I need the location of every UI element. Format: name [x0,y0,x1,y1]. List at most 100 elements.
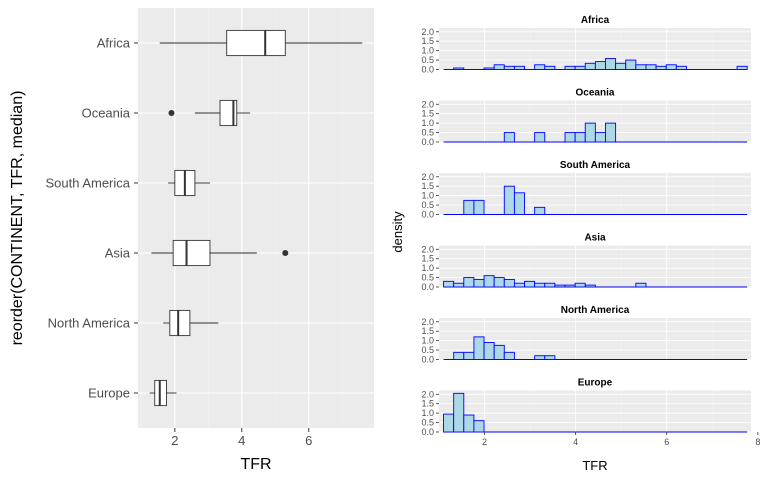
histogram-bar [503,185,515,215]
box-north-america [163,309,219,337]
histogram-bar [503,351,515,360]
histogram-bar [564,132,576,143]
histogram-bar [483,275,495,288]
y-tick-label: 0.0 [421,427,434,437]
histogram-bar [584,284,596,288]
histogram-bar [594,61,606,70]
y-tick-label: Europe [88,386,130,401]
box-south-america [168,169,210,197]
histogram-bar [473,420,485,433]
outlier-point [168,110,175,116]
x-tick-label: 2 [171,433,178,448]
boxplot-chart: Africa Oceania South America Asia North Amer… [9,8,374,473]
y-tick-label: 2.0 [421,172,434,182]
facet-europe: Europe 0.00.51.01.52.0 [421,378,751,437]
y-tick-label: 0.0 [421,210,434,220]
histogram-bar [453,67,465,70]
histogram-bar [513,192,525,215]
y-tick-label: 1.0 [421,191,434,201]
y-tick-label: 0.5 [421,128,434,138]
y-tick-label: North America [48,316,131,331]
histogram-bar [615,62,627,70]
y-tick-label: 1.5 [421,109,434,119]
histogram-bar [544,282,556,288]
y-tick-label: 0.5 [421,55,434,65]
histogram-bar [665,64,677,70]
y-tick-label: 1.5 [421,181,434,191]
histogram-bar [675,65,687,70]
histogram-bar [584,62,596,70]
box-oceania [168,99,251,127]
y-tick-label: 1.0 [421,46,434,56]
histogram-bar [534,206,546,215]
histogram-bar [503,279,515,288]
histogram-bar [625,59,637,70]
histogram-bar [503,132,515,143]
histogram-bar [736,65,748,70]
outlier-point [282,250,289,256]
histogram-bar [564,65,576,70]
facet-north-america: North America 0.00.51.01.52.0 [421,305,751,365]
y-tick-label: 2.0 [421,317,434,327]
y-tick-label: 1.5 [421,326,434,336]
box-asia [151,239,289,267]
x-tick-label: 2 [482,437,487,447]
y-tick-label: 2.0 [421,389,434,399]
y-tick-label: Asia [105,246,131,261]
facet-panel-background [439,173,751,215]
histogram-bar [513,282,525,288]
boxplot-panel-background [138,8,374,428]
y-tick-label: Oceania [82,106,131,121]
histogram-y-axis-title: density [390,211,405,253]
histogram-bar [605,122,617,143]
y-tick-label: 1.5 [421,254,434,264]
histogram-bar [534,282,546,288]
y-tick-label: 1.0 [421,263,434,273]
histogram-bar [453,351,465,360]
x-tick-label: 6 [305,433,312,448]
y-tick-label: 0.0 [421,282,434,292]
histogram-bar [635,64,647,70]
facet-south-america: South America 0.00.51.01.52.0 [421,160,751,220]
y-tick-label: 0.5 [421,345,434,355]
histogram-bar [463,351,475,360]
y-tick-label: 1.0 [421,118,434,128]
histogram-bar [493,64,505,70]
y-tick-label: 0.5 [421,200,434,210]
facet-title: Oceania [576,88,615,99]
histogram-bar [574,65,586,70]
histogram-bar [655,65,667,70]
y-tick-label: South America [45,176,130,191]
boxplot-x-tick-labels: 2 4 6 [171,428,312,448]
histogram-bar [635,282,647,288]
histogram-bar [453,282,465,288]
y-tick-label: 1.5 [421,399,434,409]
histogram-bar [544,65,556,70]
histogram-bar [443,413,455,433]
y-tick-label: 2.0 [421,99,434,109]
histogram-bar [483,67,495,70]
boxplot-x-axis-title: TFR [240,456,271,473]
histogram-bar [564,284,576,288]
histogram-bar [554,284,566,288]
facet-title: Asia [584,233,606,244]
histogram-bar [534,64,546,70]
facet-title: Europe [578,378,613,389]
y-tick-label: 0.0 [421,65,434,75]
box [226,29,286,57]
histogram-bar [493,277,505,288]
histogram-bar [463,199,475,215]
facet-asia: Asia 0.00.51.01.52.0 [421,233,751,292]
histogram-bar [443,280,455,288]
histogram-bar [574,132,586,143]
histogram-bar [453,392,465,433]
box [172,239,211,267]
facet-africa: Africa 0.00.51.01.52.0 [421,15,751,75]
histogram-bar [584,122,596,143]
histogram-bar [463,414,475,433]
box [169,309,191,337]
y-tick-label: 2.0 [421,27,434,37]
y-tick-label: 0.5 [421,418,434,428]
boxplot-marks [149,29,363,407]
box-europe [149,379,177,407]
